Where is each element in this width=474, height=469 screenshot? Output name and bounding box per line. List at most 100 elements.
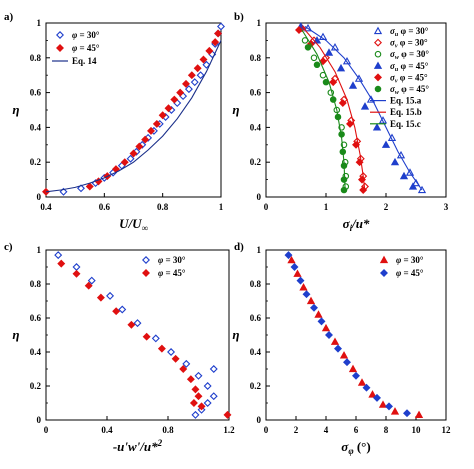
data-point bbox=[310, 303, 318, 312]
x-tick-label: 0.6 bbox=[99, 202, 111, 212]
x-tick-label: 1 bbox=[219, 202, 224, 212]
legend-marker bbox=[373, 26, 383, 35]
data-point bbox=[194, 371, 203, 380]
data-point bbox=[59, 187, 68, 196]
data-point bbox=[189, 399, 198, 407]
data-point bbox=[373, 393, 381, 402]
data-point bbox=[304, 44, 312, 51]
data-point bbox=[211, 38, 220, 47]
data-point bbox=[87, 276, 96, 285]
legend-label: σv φ = 30° bbox=[390, 38, 428, 50]
data-point bbox=[301, 37, 309, 44]
legend-marker bbox=[373, 61, 383, 69]
data-point bbox=[106, 291, 115, 300]
y-tick-label: 0.4 bbox=[30, 122, 42, 132]
legend-marker bbox=[379, 255, 389, 264]
y-tick-label: 0.8 bbox=[30, 279, 42, 289]
panel-label-b: b) bbox=[234, 11, 244, 23]
data-point bbox=[147, 126, 155, 135]
x-tick-label: 1.2 bbox=[223, 425, 235, 435]
data-point bbox=[85, 182, 94, 191]
data-point bbox=[135, 142, 144, 151]
y-tick-label: 0.4 bbox=[250, 347, 262, 357]
data-point bbox=[142, 332, 151, 341]
y-tick-label: 0.8 bbox=[30, 53, 42, 63]
data-point bbox=[339, 351, 349, 359]
x-tick-label: 0 bbox=[44, 425, 49, 435]
data-point bbox=[187, 71, 196, 80]
data-point bbox=[96, 293, 105, 302]
y-tick-label: 1 bbox=[257, 18, 262, 28]
panel-c: c) 0 0.2 0.4 0.6 0.8 1 0 0.4 0.8 1.2 -u'w'/u*2 η φ = … bbox=[4, 241, 235, 454]
legend-label: φ = 30° bbox=[396, 255, 424, 265]
data-point bbox=[403, 409, 411, 418]
series-c-1 bbox=[57, 259, 232, 419]
x-tick-label: 0 bbox=[264, 425, 269, 435]
x-tick-label: 3 bbox=[444, 202, 449, 212]
legend-marker bbox=[142, 256, 150, 264]
legend-label: φ = 45° bbox=[72, 43, 100, 53]
data-point bbox=[368, 390, 377, 398]
data-point bbox=[325, 331, 333, 339]
legend-label: φ = 30° bbox=[72, 30, 100, 40]
y-tick-label: 0 bbox=[257, 192, 262, 202]
legend-label: φ = 45° bbox=[158, 268, 186, 278]
data-point bbox=[157, 344, 166, 353]
y-tick-label: 1 bbox=[37, 18, 42, 28]
data-point bbox=[340, 176, 348, 183]
data-point bbox=[302, 290, 311, 299]
data-point bbox=[126, 154, 135, 163]
series-b-7 bbox=[301, 26, 366, 192]
plot-frame-c bbox=[45, 249, 230, 421]
x-tick-label: 4 bbox=[324, 425, 329, 435]
data-point bbox=[330, 337, 340, 345]
data-point bbox=[378, 400, 388, 408]
data-point bbox=[205, 46, 214, 55]
y-tick-label: 0.6 bbox=[30, 313, 42, 323]
data-point bbox=[182, 359, 191, 368]
series-line bbox=[45, 40, 222, 193]
data-point bbox=[72, 269, 81, 278]
legend-label: σv φ = 45° bbox=[390, 72, 428, 84]
data-point bbox=[190, 78, 199, 87]
data-point bbox=[158, 111, 167, 120]
y-tick-label: 0.2 bbox=[250, 157, 262, 167]
data-point bbox=[170, 95, 179, 104]
series-c-0 bbox=[54, 251, 218, 419]
data-point bbox=[120, 158, 129, 167]
data-point bbox=[112, 307, 121, 316]
series-b-4 bbox=[295, 25, 368, 195]
legend-label: σw φ = 30° bbox=[390, 49, 429, 61]
y-tick-label: 1 bbox=[37, 245, 42, 255]
data-point bbox=[179, 365, 188, 373]
series-a-1 bbox=[42, 29, 223, 196]
data-point bbox=[191, 385, 200, 394]
data-point bbox=[295, 25, 303, 34]
panel-label-a: a) bbox=[4, 11, 14, 23]
panel-a: a)00.20.40.60.810.4 0.6 0.8 1U/U∞ηφ = 30°φ … bbox=[4, 11, 225, 233]
data-point bbox=[372, 123, 382, 131]
data-point bbox=[151, 334, 160, 343]
legend-label: Eq. 15.b bbox=[390, 107, 422, 117]
data-point bbox=[390, 157, 400, 166]
data-point bbox=[310, 54, 318, 62]
data-point bbox=[196, 71, 205, 80]
series-d-0 bbox=[287, 255, 424, 419]
data-point bbox=[176, 88, 185, 97]
x-tick-label: 2 bbox=[294, 425, 299, 435]
x-tick-label: 0 bbox=[264, 202, 269, 212]
series-line bbox=[304, 26, 423, 191]
legend-label: φ = 45° bbox=[396, 268, 424, 278]
legend-marker bbox=[374, 73, 382, 82]
data-point bbox=[209, 365, 218, 373]
legend-label: Eq. 14 bbox=[72, 56, 97, 66]
data-point bbox=[199, 55, 208, 64]
series-d-1 bbox=[284, 251, 411, 418]
data-point bbox=[321, 323, 331, 332]
data-point bbox=[203, 382, 212, 390]
data-point bbox=[217, 22, 225, 31]
data-point bbox=[167, 348, 176, 356]
y-axis-label-b: η bbox=[232, 102, 239, 117]
